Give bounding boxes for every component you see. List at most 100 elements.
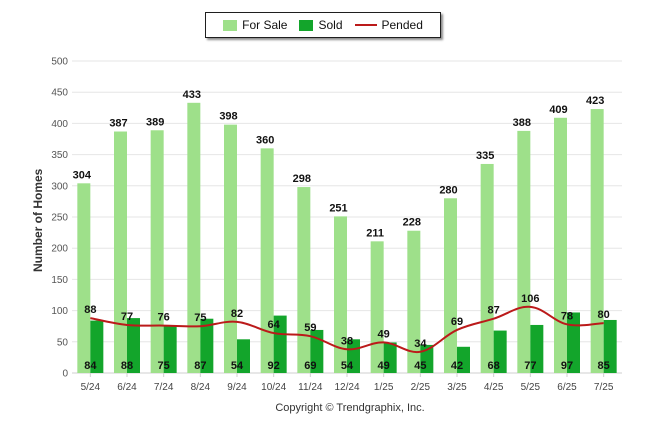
bar-sold	[310, 329, 324, 373]
y-tick-label: 0	[62, 369, 68, 380]
x-tick-label: 5/24	[81, 382, 101, 393]
legend-item-for-sale[interactable]: For Sale	[223, 18, 287, 32]
bar-for-sale	[517, 130, 531, 373]
y-tick-label: 150	[51, 275, 68, 286]
y-axis-title: Number of Homes	[31, 168, 45, 272]
bar-for-sale	[370, 241, 384, 373]
x-tick-label: 7/25	[594, 382, 614, 393]
x-tick-label: 10/24	[261, 382, 286, 393]
bar-for-sale	[114, 131, 127, 373]
data-label-sold: 97	[561, 360, 573, 372]
x-tick-label: 6/25	[557, 382, 577, 393]
data-label-pended: 75	[194, 312, 206, 324]
data-label-for-sale: 409	[549, 104, 567, 116]
data-label-sold: 69	[304, 360, 316, 372]
x-tick-label: 5/25	[521, 382, 541, 393]
data-label-for-sale: 228	[403, 217, 421, 229]
x-tick-label: 8/24	[191, 382, 211, 393]
x-tick-label: 3/25	[447, 382, 467, 393]
bar-sold	[163, 326, 177, 373]
bar-for-sale	[480, 163, 494, 373]
legend-label-pended: Pended	[381, 18, 423, 32]
data-label-sold: 68	[488, 360, 500, 372]
data-label-for-sale: 360	[256, 134, 274, 146]
bar-sold	[127, 318, 140, 373]
y-tick-label: 300	[51, 181, 68, 192]
legend-label-for-sale: For Sale	[242, 18, 288, 32]
legend-swatch-sold	[299, 19, 314, 31]
legend-swatch-pended	[354, 24, 377, 26]
x-tick-label: 12/24	[334, 382, 359, 393]
data-label-pended: 38	[341, 335, 353, 347]
bar-for-sale	[407, 230, 421, 373]
bar-for-sale	[150, 130, 164, 373]
bar-for-sale	[554, 117, 567, 373]
data-label-for-sale: 387	[109, 118, 127, 130]
data-label-pended: 87	[488, 305, 500, 317]
x-tick-label: 1/25	[374, 382, 394, 393]
data-label-sold: 88	[121, 360, 133, 372]
bar-sold	[237, 339, 250, 373]
data-label-pended: 77	[121, 311, 133, 323]
data-label-sold: 85	[598, 360, 610, 372]
data-label-for-sale: 423	[586, 95, 604, 107]
data-label-for-sale: 298	[293, 173, 311, 185]
y-tick-label: 100	[51, 306, 68, 317]
data-label-sold: 84	[84, 360, 97, 372]
data-label-for-sale: 398	[219, 111, 237, 123]
data-label-pended: 80	[598, 309, 610, 321]
bar-sold	[493, 330, 507, 373]
bar-sold	[200, 318, 214, 373]
bar-for-sale	[334, 216, 347, 373]
y-tick-label: 50	[57, 337, 69, 348]
bar-for-sale	[260, 148, 274, 373]
data-label-pended: 78	[561, 310, 573, 322]
bar-for-sale	[187, 102, 201, 374]
bar-for-sale	[444, 198, 457, 373]
bar-for-sale	[224, 124, 237, 373]
y-tick-label: 200	[51, 244, 68, 255]
data-label-for-sale: 335	[476, 150, 494, 162]
data-label-sold: 87	[194, 360, 206, 372]
y-tick-label: 400	[51, 119, 68, 130]
data-label-for-sale: 280	[439, 184, 457, 196]
data-label-pended: 82	[231, 308, 243, 320]
x-tick-label: 4/25	[484, 382, 504, 393]
bar-for-sale	[297, 187, 311, 373]
data-label-for-sale: 304	[73, 169, 92, 181]
y-tick-label: 500	[51, 57, 68, 68]
data-label-pended: 106	[521, 293, 539, 305]
data-label-pended: 59	[304, 322, 316, 334]
bar-sold	[567, 312, 580, 373]
data-label-for-sale: 388	[513, 117, 531, 129]
data-label-pended: 69	[451, 316, 463, 328]
x-tick-label: 6/24	[117, 382, 137, 393]
data-label-pended: 88	[84, 304, 96, 316]
bar-sold	[383, 342, 397, 373]
copyright-text: Copyright © Trendgraphix, Inc.	[275, 402, 425, 414]
bar-for-sale	[590, 109, 604, 373]
legend-item-pended[interactable]: Pended	[354, 18, 423, 32]
x-tick-label: 2/25	[411, 382, 431, 393]
legend-label-sold: Sold	[318, 18, 343, 32]
data-label-pended: 64	[268, 319, 281, 331]
legend-item-sold[interactable]: Sold	[299, 18, 343, 32]
legend: For Sale Sold Pended	[205, 12, 441, 38]
data-label-sold: 45	[414, 360, 426, 372]
data-label-sold: 77	[524, 360, 536, 372]
y-tick-label: 450	[51, 88, 68, 99]
bar-sold	[530, 324, 544, 373]
bar-sold	[603, 319, 617, 373]
data-label-sold: 49	[378, 360, 390, 372]
x-tick-label: 9/24	[227, 382, 247, 393]
x-tick-label: 11/24	[298, 382, 323, 393]
data-label-for-sale: 251	[329, 202, 347, 214]
legend-swatch-for-sale	[223, 19, 238, 31]
data-label-pended: 76	[158, 312, 170, 324]
data-label-for-sale: 389	[146, 116, 164, 128]
bar-sold	[90, 320, 104, 373]
data-label-for-sale: 433	[183, 89, 201, 101]
pended-line	[90, 305, 604, 354]
bar-sold	[457, 346, 470, 373]
